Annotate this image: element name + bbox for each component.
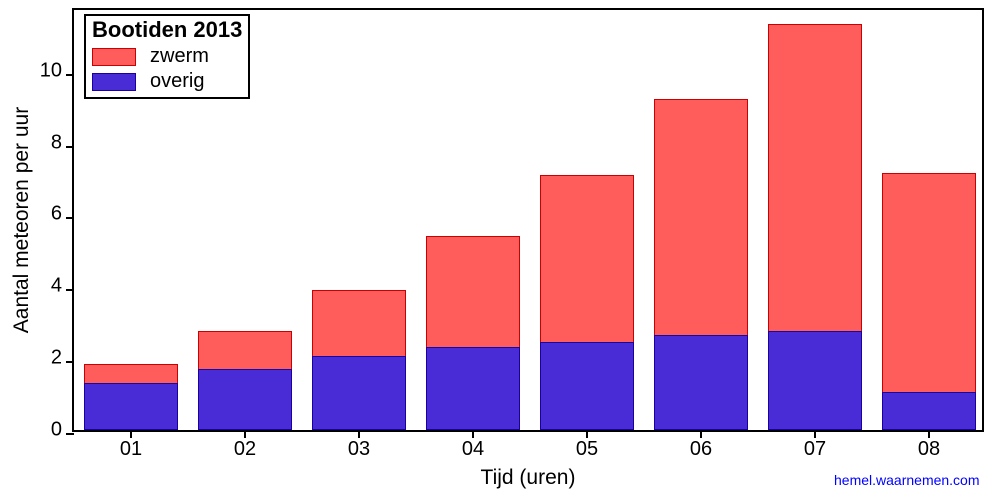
bar-overig	[882, 392, 975, 430]
chart-title: Bootiden 2013	[92, 17, 242, 43]
bar-overig	[654, 335, 747, 430]
y-tick-label: 4	[51, 275, 74, 298]
y-tick-label: 6	[51, 203, 74, 226]
bar-overig	[84, 383, 177, 430]
x-tick-label: 04	[462, 430, 484, 461]
y-tick-label: 10	[40, 59, 74, 82]
x-tick-label: 08	[918, 430, 940, 461]
x-tick-label: 06	[690, 430, 712, 461]
bar-overig	[198, 369, 291, 430]
x-tick-label: 01	[120, 430, 142, 461]
legend: Bootiden 2013 zwerm overig	[84, 14, 250, 99]
x-tick-label: 05	[576, 430, 598, 461]
credit-text: hemel.waarnemen.com	[834, 472, 980, 488]
legend-item-overig: overig	[92, 70, 242, 93]
y-tick-label: 8	[51, 131, 74, 154]
x-axis-label: Tijd (uren)	[481, 466, 576, 490]
bar-overig	[540, 342, 633, 430]
legend-label-zwerm: zwerm	[150, 45, 209, 68]
x-tick-label: 03	[348, 430, 370, 461]
y-tick-label: 0	[51, 419, 74, 442]
bar-overig	[312, 356, 405, 430]
chart-container: 02468100102030405060708 Aantal meteoren …	[0, 0, 1000, 500]
legend-label-overig: overig	[150, 70, 204, 93]
legend-swatch-overig	[92, 73, 136, 91]
bar-overig	[768, 331, 861, 430]
y-tick-label: 2	[51, 347, 74, 370]
legend-item-zwerm: zwerm	[92, 45, 242, 68]
legend-swatch-zwerm	[92, 48, 136, 66]
bar-overig	[426, 347, 519, 430]
x-tick-label: 02	[234, 430, 256, 461]
y-axis-label: Aantal meteoren per uur	[10, 107, 34, 333]
x-tick-label: 07	[804, 430, 826, 461]
